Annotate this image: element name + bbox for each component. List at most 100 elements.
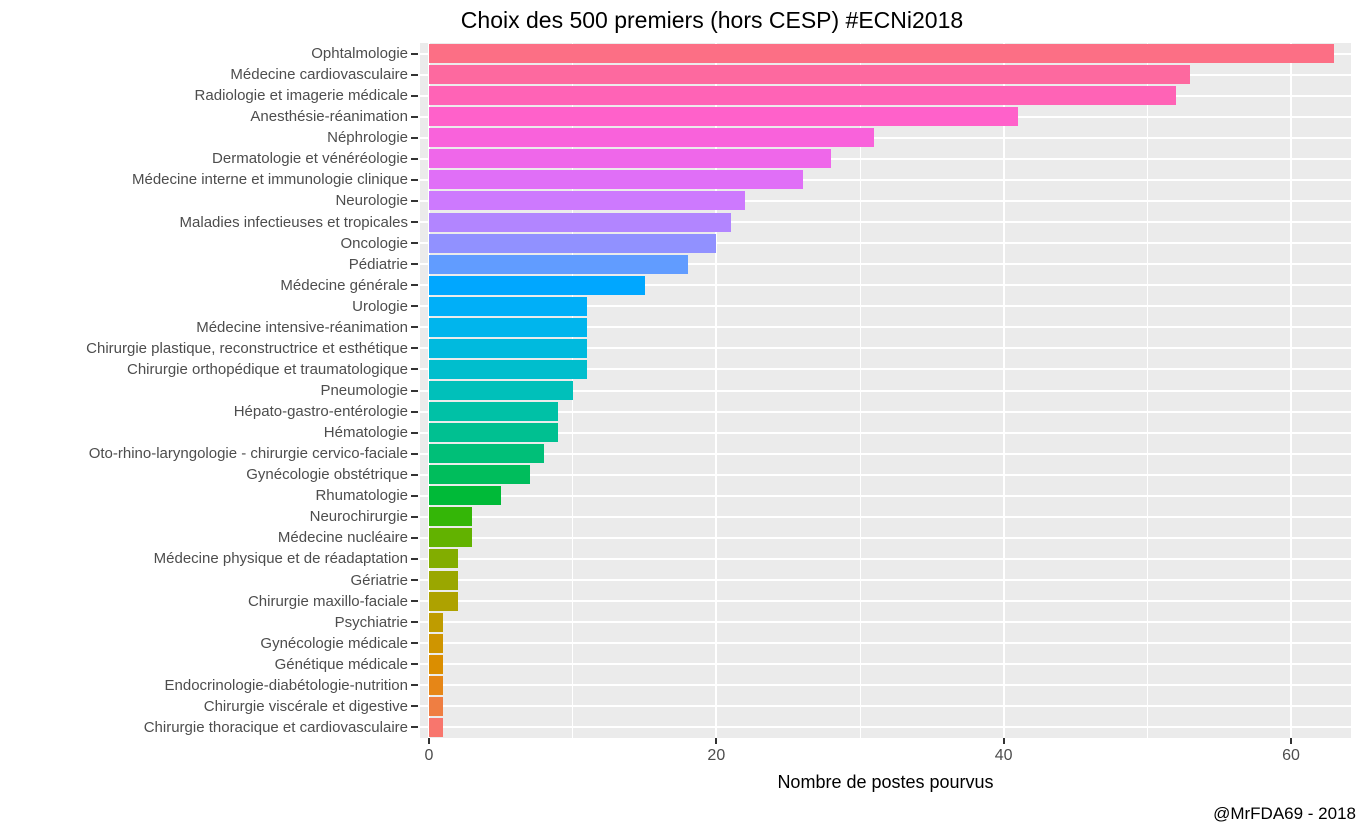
bar bbox=[429, 612, 444, 632]
gridline-y-major bbox=[420, 410, 1351, 413]
bar bbox=[429, 402, 559, 422]
y-axis-tick bbox=[411, 705, 418, 708]
gridline-y-major bbox=[420, 579, 1351, 582]
gridline-y-major bbox=[420, 326, 1351, 329]
bar bbox=[429, 675, 444, 695]
y-axis-tick bbox=[411, 473, 418, 476]
gridline-x-major bbox=[1002, 43, 1005, 738]
gridline-y-major bbox=[420, 221, 1351, 223]
gridline-y-major bbox=[420, 284, 1351, 287]
bar bbox=[429, 86, 1177, 106]
gridline-y-major bbox=[420, 178, 1351, 181]
x-axis-title: Nombre de postes pourvus bbox=[777, 772, 994, 792]
y-axis: Ophtalmologie Médecine cardiovasculaire Ra… bbox=[0, 0, 408, 837]
gridline-y-major bbox=[420, 726, 1351, 729]
gridline-y-major bbox=[420, 305, 1351, 308]
y-axis-tick bbox=[411, 157, 418, 160]
x-axis-tick-label: 60 bbox=[1282, 747, 1300, 764]
y-axis-label: Chirurgie thoracique et cardiovasculaire bbox=[143, 718, 408, 736]
y-axis-tick bbox=[411, 94, 418, 97]
y-axis-label: Médecine cardiovasculaire bbox=[230, 66, 408, 84]
bar bbox=[429, 549, 458, 569]
bar bbox=[429, 191, 746, 211]
y-axis-tick bbox=[411, 536, 418, 539]
y-axis-label: Dermatologie et vénéréologie bbox=[212, 150, 408, 168]
y-axis-tick bbox=[411, 242, 418, 245]
y-axis-tick bbox=[411, 199, 418, 202]
bar bbox=[429, 381, 573, 400]
y-axis-tick bbox=[411, 684, 418, 687]
gridline-y-major bbox=[420, 452, 1351, 455]
bar bbox=[429, 654, 444, 674]
y-axis-label: Médecine intensive-réanimation bbox=[196, 318, 408, 336]
y-axis-label: Psychiatrie bbox=[334, 613, 408, 631]
bar bbox=[429, 486, 501, 506]
y-axis-tick bbox=[411, 284, 418, 287]
y-axis-tick bbox=[411, 726, 418, 729]
gridline-y-major bbox=[420, 557, 1351, 560]
y-axis-tick bbox=[411, 347, 418, 350]
y-axis-label: Maladies infectieuses et tropicales bbox=[179, 213, 408, 231]
gridline-x-minor bbox=[859, 43, 861, 738]
bar bbox=[429, 212, 731, 232]
bar bbox=[429, 44, 1335, 64]
y-axis-tick bbox=[411, 305, 418, 308]
y-axis-tick bbox=[411, 368, 418, 371]
gridline-y-major bbox=[420, 515, 1351, 518]
bar bbox=[429, 65, 1191, 85]
y-axis-tick bbox=[411, 136, 418, 139]
bar bbox=[429, 696, 444, 716]
y-axis-tick bbox=[411, 178, 418, 181]
y-axis-tick bbox=[411, 326, 418, 329]
gridline-y-major bbox=[420, 199, 1351, 202]
bar bbox=[429, 233, 717, 253]
y-axis-label: Neurochirurgie bbox=[309, 508, 408, 526]
y-axis-label: Médecine nucléaire bbox=[277, 529, 408, 547]
y-axis-label: Oncologie bbox=[340, 234, 408, 252]
bar bbox=[429, 444, 544, 464]
y-axis-label: Oto-rhino-laryngologie - chirurgie cervi… bbox=[88, 445, 408, 463]
gridline-x-major bbox=[1290, 43, 1292, 738]
gridline-y-major bbox=[420, 431, 1351, 434]
bar bbox=[429, 633, 444, 653]
y-axis-tick bbox=[411, 221, 418, 223]
gridline-y-major bbox=[420, 157, 1351, 160]
y-axis-label: Chirurgie orthopédique et traumatologiqu… bbox=[126, 360, 408, 378]
y-axis-tick bbox=[411, 431, 418, 434]
y-axis-label: Hépato-gastro-entérologie bbox=[233, 403, 408, 421]
attribution-text: @MrFDA69 - 2018 bbox=[1213, 804, 1356, 823]
gridline-x-minor bbox=[1146, 43, 1148, 738]
y-axis-tick bbox=[411, 115, 418, 118]
y-axis-label: Anesthésie-réanimation bbox=[250, 108, 408, 126]
y-axis-tick bbox=[411, 263, 418, 266]
gridline-y-major bbox=[420, 642, 1351, 645]
y-axis-label: Endocrinologie-diabétologie-nutrition bbox=[164, 676, 409, 694]
gridline-y-major bbox=[420, 368, 1351, 371]
y-axis-tick bbox=[411, 557, 418, 560]
y-axis-label: Gynécologie médicale bbox=[260, 634, 408, 652]
y-axis-tick bbox=[411, 389, 418, 392]
y-axis-tick bbox=[411, 515, 418, 518]
gridline-y-major bbox=[420, 536, 1351, 539]
gridline-y-major bbox=[420, 684, 1351, 687]
x-axis-tick-label: 40 bbox=[994, 747, 1013, 764]
x-axis-tick bbox=[428, 738, 430, 744]
bar bbox=[429, 423, 559, 443]
bar bbox=[429, 570, 458, 590]
gridline-y-major bbox=[420, 136, 1351, 139]
y-axis-label: Chirurgie maxillo-faciale bbox=[247, 592, 408, 610]
y-axis-tick bbox=[411, 663, 418, 666]
bar bbox=[429, 296, 588, 316]
y-axis-label: Neurologie bbox=[335, 192, 408, 210]
y-axis-label: Pédiatrie bbox=[348, 255, 408, 273]
y-axis-tick bbox=[411, 52, 418, 55]
x-axis-tick bbox=[1002, 738, 1005, 744]
gridline-x-major bbox=[715, 43, 718, 738]
y-axis-label: Ophtalmologie bbox=[311, 45, 408, 63]
gridline-y-major bbox=[420, 663, 1351, 666]
y-axis-label: Rhumatologie bbox=[315, 487, 408, 505]
bar bbox=[429, 170, 803, 190]
y-axis-tick bbox=[411, 642, 418, 645]
plot-panel bbox=[420, 43, 1351, 738]
